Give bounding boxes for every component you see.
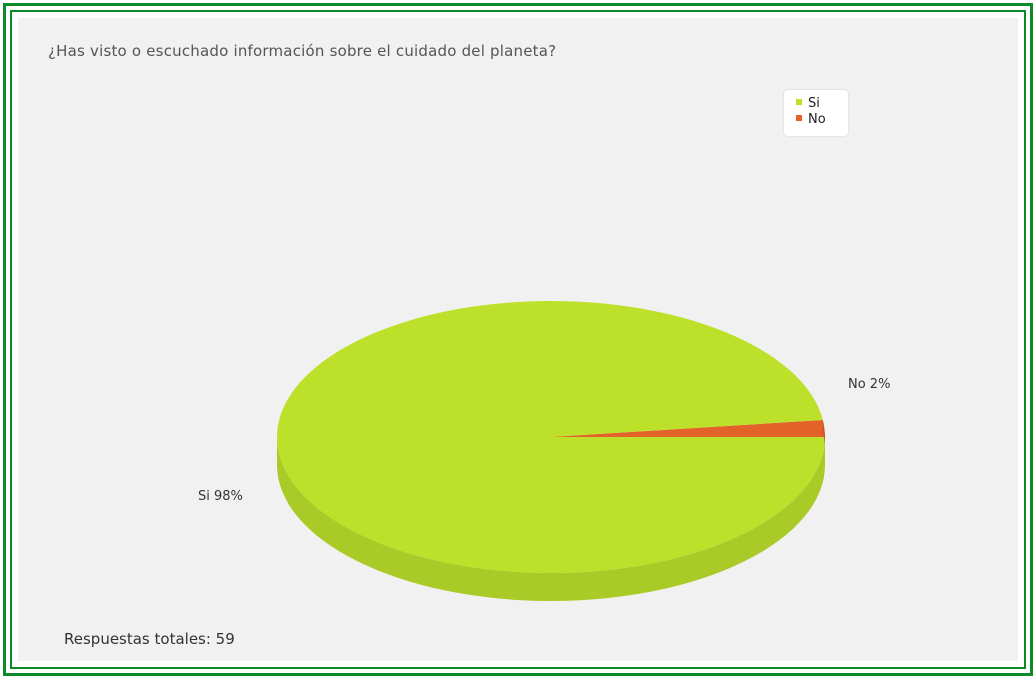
pie-slice-si	[276, 301, 825, 574]
legend-label-si: Si	[808, 96, 820, 111]
total-responses: Respuestas totales: 59	[64, 630, 235, 648]
slice-label-si: Si 98%	[198, 489, 243, 504]
outer-frame	[3, 3, 1033, 676]
legend-item-no: No	[796, 112, 826, 127]
pie-side-no	[822, 419, 825, 445]
slice-label-no: No 2%	[848, 377, 890, 392]
chart-title: ¿Has visto o escuchado información sobre…	[48, 42, 557, 60]
chart-legend: Si No	[784, 90, 848, 136]
inner-frame	[10, 10, 1026, 669]
pie-side-si	[277, 437, 825, 601]
pie-slice-no	[551, 419, 825, 437]
legend-swatch-si	[796, 99, 802, 105]
legend-label-no: No	[808, 112, 826, 127]
legend-item-si: Si	[796, 96, 820, 111]
legend-swatch-no	[796, 115, 802, 121]
